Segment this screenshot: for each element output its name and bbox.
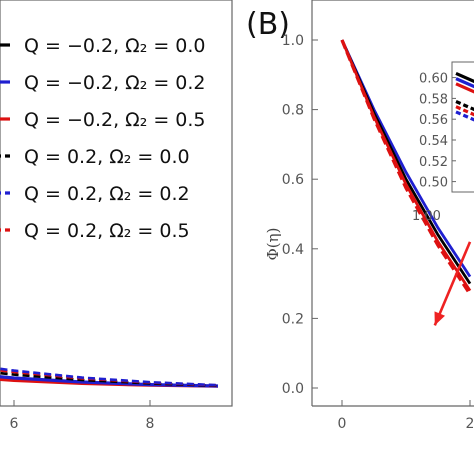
panel-b-y-ticks: 0.0 0.2 0.4 0.6 0.8 1.0: [282, 33, 318, 397]
panel-b-y-tick-label-4: 0.8: [282, 103, 304, 119]
panel-b-y-tick-label-0: 0.0: [282, 381, 304, 397]
inset-frame: [451, 61, 474, 193]
panel-b-y-tick-label-5: 1.0: [282, 33, 304, 49]
panel-b-series-line-0: [340, 39, 472, 278]
legend-label-0: Q = −0.2, Ω₂ = 0.0: [24, 35, 206, 57]
panel-b-x-tick-label-1: 2: [466, 416, 474, 432]
inset-series-line-1: [455, 77, 474, 89]
legend: Q = −0.2, Ω₂ = 0.0 Q = −0.2, Ω₂ = 0.2 Q = …: [0, 35, 206, 242]
panel-a-x-tick-label-0: 6: [10, 416, 19, 432]
panel-a-x-tick-label-1: 8: [146, 416, 155, 432]
panel-b-y-tick-label-2: 0.4: [282, 242, 304, 258]
panel-a-frame: [0, 0, 233, 407]
inset: 0.60 0.58 0.56 0.54 0.52 0.50 1.00: [412, 61, 474, 224]
panel-a-series-line-2: [0, 371, 219, 388]
inset-series-line-5: [455, 110, 474, 122]
inset-y-tick-label-1: 0.58: [419, 92, 448, 107]
inset-y-ticks: 0.60 0.58 0.56 0.54 0.52 0.50: [419, 72, 456, 191]
panel-b-curves: [340, 39, 472, 295]
panel-b-y-tick-label-3: 0.6: [282, 172, 304, 188]
legend-label-1: Q = −0.2, Ω₂ = 0.2: [24, 72, 206, 94]
panel-a-series-line-1: [0, 375, 219, 388]
panel-b-y-axis-label: Φ(η): [264, 228, 282, 261]
legend-label-4: Q = 0.2, Ω₂ = 0.2: [24, 183, 190, 205]
panel-b-y-tick-label-1: 0.2: [282, 311, 304, 327]
legend-label-2: Q = −0.2, Ω₂ = 0.5: [24, 109, 206, 131]
annotation-arrow-head: [434, 311, 446, 326]
inset-y-tick-label-3: 0.54: [419, 134, 448, 149]
inset-series-line-4: [455, 105, 474, 117]
inset-series-line-0: [455, 71, 474, 84]
inset-y-tick-label-2: 0.56: [419, 113, 448, 128]
inset-y-tick-label-5: 0.50: [419, 176, 448, 191]
legend-label-5: Q = 0.2, Ω₂ = 0.5: [24, 220, 190, 242]
panel-label-b: (B): [246, 7, 290, 42]
inset-x-tick-label: 1.00: [412, 209, 441, 224]
annotation-arrow: [433, 241, 472, 326]
inset-y-tick-label-4: 0.52: [419, 155, 448, 170]
panel-b-x-tick-label-0: 0: [338, 416, 347, 432]
legend-label-3: Q = 0.2, Ω₂ = 0.0: [24, 146, 190, 168]
inset-series-line-3: [455, 100, 474, 112]
inset-series-line-2: [455, 82, 474, 94]
panel-b-series-line-3: [340, 39, 472, 295]
inset-y-tick-label-0: 0.60: [419, 72, 448, 87]
panel-a-series-line-4: [0, 367, 219, 387]
inset-curves: [455, 71, 474, 122]
panel-a-curves: [0, 367, 219, 388]
annotation-arrow-shaft: [433, 241, 472, 326]
